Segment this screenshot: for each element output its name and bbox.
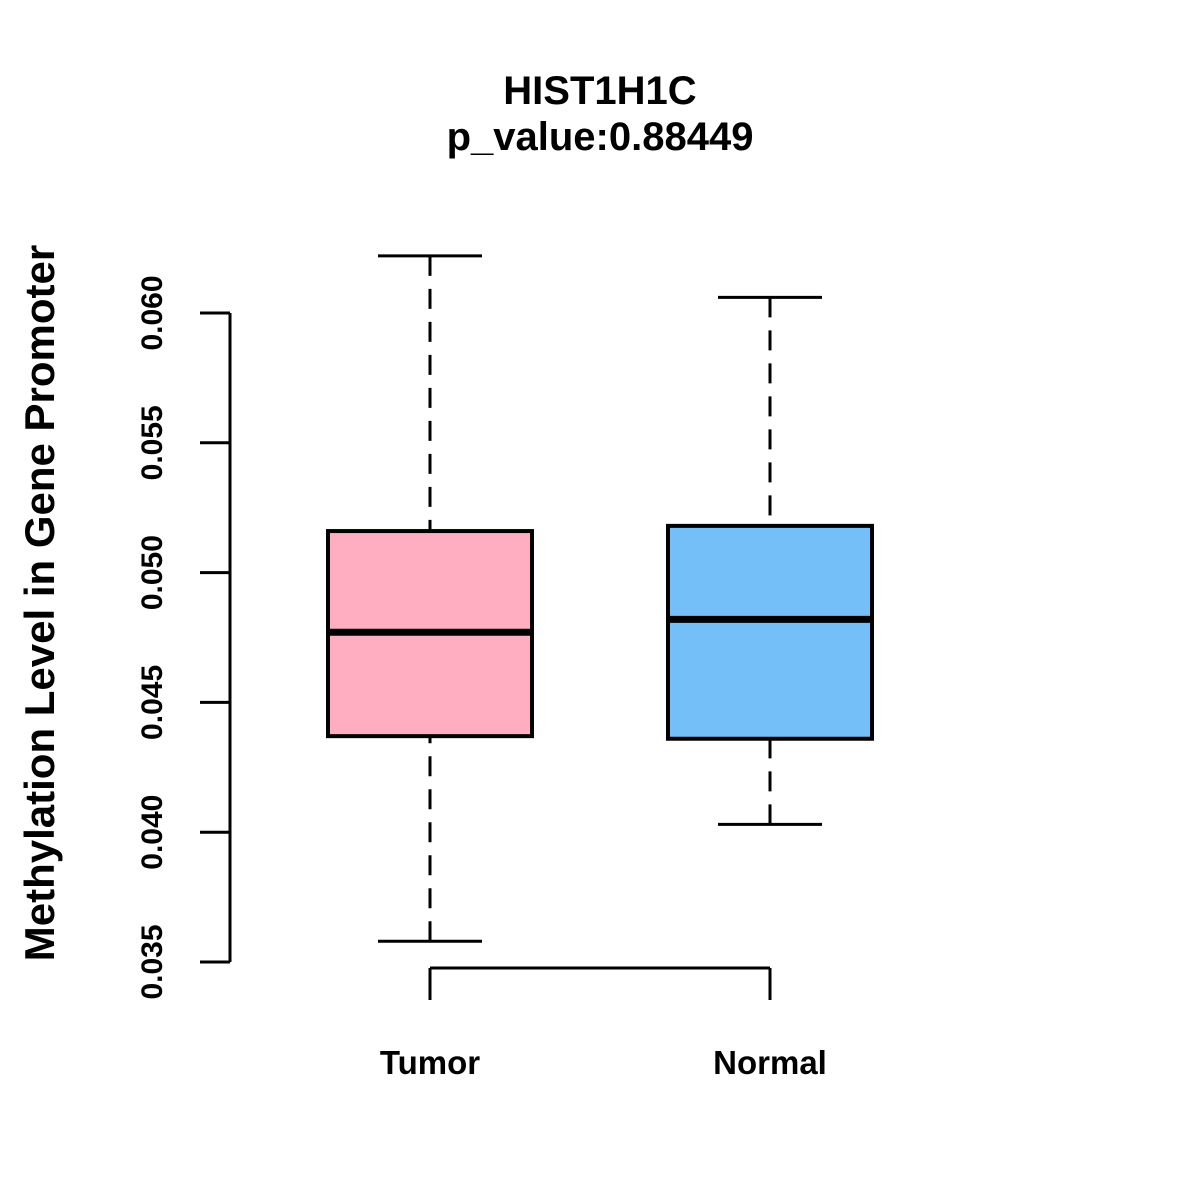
y-tick-label: 0.055 [136,405,169,480]
y-tick-label: 0.060 [136,275,169,350]
y-tick-label: 0.040 [136,795,169,870]
normal-box [666,523,874,741]
chart-subtitle-pvalue: p_value:0.88449 [446,115,754,159]
chart-title: HIST1H1C [503,69,697,113]
x-category-label-normal: Normal [713,1044,827,1081]
y-tick-label: 0.045 [136,665,169,740]
y-tick-label: 0.050 [136,535,169,610]
y-tick-label: 0.035 [136,924,169,999]
title-block: HIST1H1C p_value:0.88449 [0,68,1200,160]
x-category-label-tumor: Tumor [379,1044,481,1081]
